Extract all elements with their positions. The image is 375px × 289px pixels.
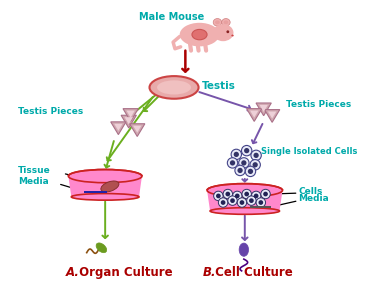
Circle shape (244, 148, 249, 153)
Ellipse shape (180, 23, 219, 46)
Text: Single Isolated Cells: Single Isolated Cells (261, 147, 357, 156)
Text: Cell Culture: Cell Culture (211, 266, 292, 279)
Circle shape (250, 160, 260, 170)
Polygon shape (114, 124, 123, 131)
Circle shape (218, 198, 228, 207)
Ellipse shape (71, 194, 139, 200)
Circle shape (261, 189, 270, 199)
Ellipse shape (213, 24, 234, 41)
Ellipse shape (239, 243, 249, 256)
Circle shape (234, 152, 239, 157)
Polygon shape (264, 110, 280, 122)
Circle shape (230, 198, 235, 203)
Circle shape (263, 192, 268, 197)
Polygon shape (207, 190, 282, 211)
Polygon shape (249, 206, 271, 208)
Polygon shape (126, 111, 135, 118)
Ellipse shape (101, 181, 119, 192)
Ellipse shape (207, 184, 282, 197)
Polygon shape (68, 176, 142, 197)
Circle shape (258, 200, 263, 205)
Ellipse shape (192, 29, 207, 40)
Circle shape (241, 160, 246, 166)
Circle shape (247, 196, 256, 205)
Ellipse shape (231, 35, 234, 36)
Circle shape (230, 160, 235, 166)
Circle shape (251, 150, 261, 160)
Circle shape (231, 149, 242, 160)
Circle shape (214, 191, 223, 201)
Circle shape (244, 192, 249, 197)
Ellipse shape (210, 208, 279, 214)
Circle shape (254, 194, 258, 198)
Ellipse shape (224, 21, 228, 24)
Polygon shape (268, 112, 276, 118)
Polygon shape (260, 105, 268, 112)
Ellipse shape (96, 243, 106, 253)
Circle shape (216, 194, 221, 198)
Text: Testis: Testis (202, 81, 236, 90)
Text: Cells: Cells (298, 187, 323, 196)
Text: B.: B. (202, 266, 216, 279)
Polygon shape (121, 115, 136, 128)
Circle shape (235, 194, 240, 198)
Circle shape (232, 191, 242, 201)
Text: Organ Culture: Organ Culture (75, 266, 172, 279)
Circle shape (242, 189, 251, 199)
Circle shape (235, 165, 245, 176)
Circle shape (240, 200, 244, 205)
Text: Testis Pieces: Testis Pieces (18, 108, 84, 116)
Circle shape (251, 191, 261, 201)
Ellipse shape (68, 170, 142, 183)
Polygon shape (84, 191, 107, 193)
Circle shape (249, 198, 254, 203)
Circle shape (242, 145, 252, 156)
Polygon shape (111, 122, 126, 135)
Text: Media: Media (18, 177, 49, 186)
Polygon shape (124, 117, 133, 124)
Polygon shape (133, 126, 141, 133)
Circle shape (252, 162, 258, 167)
Circle shape (256, 198, 265, 207)
Circle shape (248, 169, 253, 174)
Circle shape (227, 158, 238, 168)
Ellipse shape (213, 18, 222, 26)
Circle shape (223, 189, 232, 199)
Polygon shape (250, 111, 258, 118)
Circle shape (228, 196, 237, 205)
Ellipse shape (215, 21, 220, 24)
Polygon shape (123, 109, 138, 121)
Ellipse shape (150, 76, 199, 99)
Ellipse shape (222, 18, 230, 26)
Circle shape (245, 166, 256, 177)
Polygon shape (256, 103, 271, 116)
Circle shape (221, 200, 225, 205)
Polygon shape (247, 109, 262, 121)
Text: Male Mouse: Male Mouse (139, 12, 204, 22)
Circle shape (254, 153, 259, 158)
Circle shape (237, 168, 243, 173)
Text: Testis Pieces: Testis Pieces (286, 100, 351, 109)
Text: A.: A. (66, 266, 80, 279)
Circle shape (238, 158, 249, 168)
Circle shape (225, 192, 230, 197)
Ellipse shape (157, 80, 191, 95)
Circle shape (237, 198, 247, 207)
Text: Tissue: Tissue (18, 166, 51, 175)
Ellipse shape (226, 30, 229, 33)
Polygon shape (130, 124, 145, 136)
Text: Media: Media (298, 194, 329, 203)
